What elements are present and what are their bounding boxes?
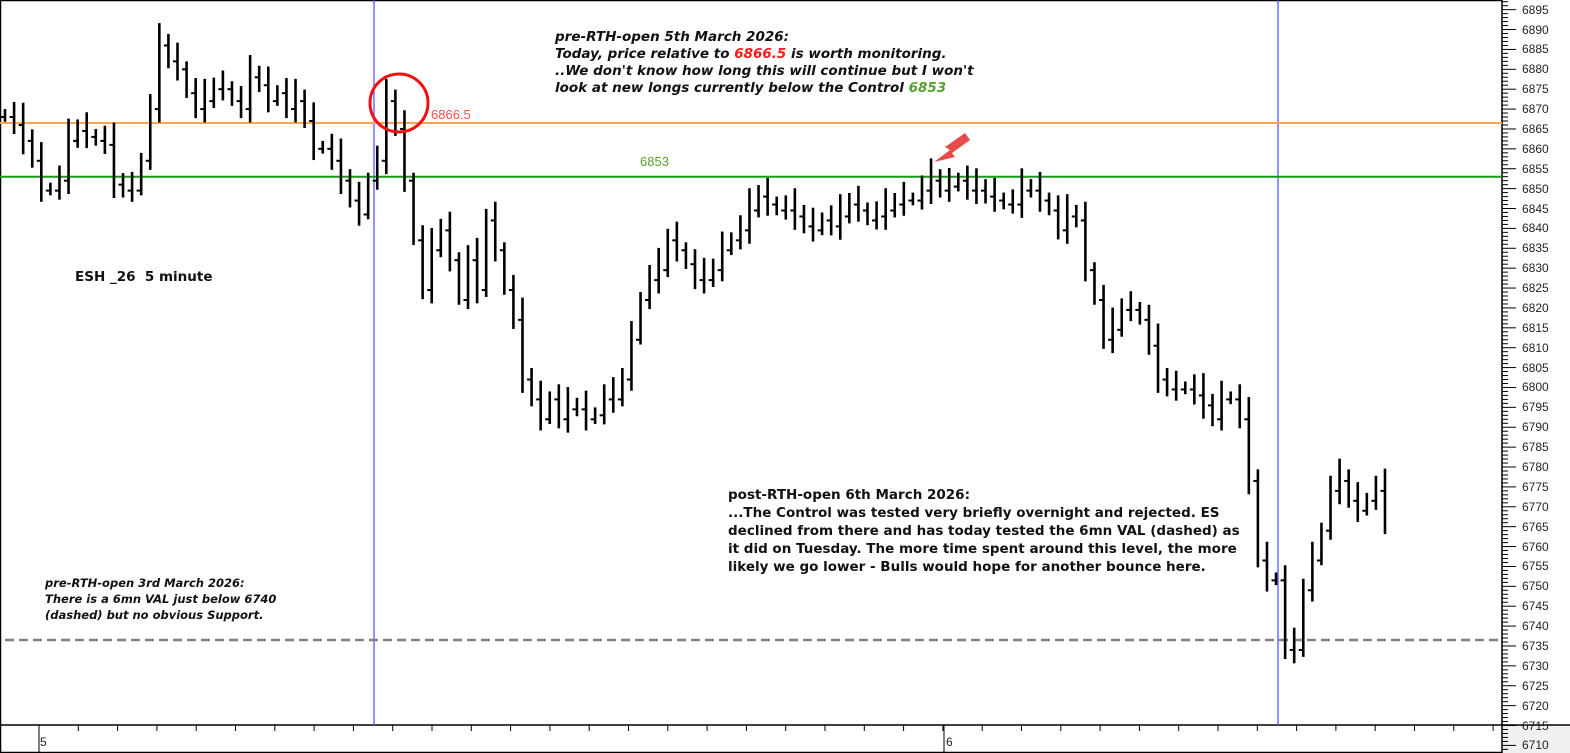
chart-markups [368,72,970,162]
y-tick-label: 6750 [1522,579,1549,594]
level-label-6853: 6853 [640,154,669,169]
y-tick-label: 6795 [1522,400,1549,415]
note-line: There is a 6mn VAL just below 6740 [45,592,277,606]
x-tick-label: 6 [946,735,953,749]
y-tick-label: 6745 [1522,599,1549,614]
chart-title: ESH _26 5 minute [75,269,213,285]
y-tick-label: 6830 [1522,261,1549,276]
y-tick-label: 6805 [1522,360,1549,375]
y-tick-label: 6825 [1522,281,1549,296]
y-tick-label: 6870 [1522,102,1549,117]
y-tick-label: 6885 [1522,42,1549,57]
y-tick-label: 6735 [1522,638,1549,653]
y-tick-label: 6845 [1522,201,1549,216]
y-tick-label: 6780 [1522,460,1549,474]
level-label-6866: 6866.5 [431,107,471,122]
note-line: it did on Tuesday. The more time spent a… [728,541,1237,557]
annotation-pre-rth-3rd: pre-RTH-open 3rd March 2026: There is a … [45,575,276,623]
y-tick-label: 6730 [1522,658,1549,673]
y-tick-label: 6815 [1522,320,1549,335]
note-line: ..We don't know how long this will conti… [555,63,974,79]
note-level-red: 6866.5 [734,46,787,62]
axis-corner [1502,725,1570,753]
y-tick-label: 6765 [1522,519,1549,534]
y-tick-label: 6770 [1522,499,1549,514]
y-tick-label: 6740 [1522,619,1549,634]
y-tick-label: 6880 [1522,62,1549,77]
arrow-icon [934,133,970,162]
note-line: post-RTH-open 6th March 2026: [728,487,970,503]
y-tick-label: 6835 [1522,241,1549,256]
y-tick-label: 6720 [1522,698,1549,713]
note-line: pre-RTH-open 3rd March 2026: [45,576,245,590]
note-line: declined from there and has today tested… [728,523,1240,539]
y-axis-panel [1502,0,1570,753]
y-tick-label: 6860 [1522,141,1549,156]
price-bars [0,23,1387,664]
note-line: is worth monitoring. [786,46,947,62]
annotation-post-rth-6th: post-RTH-open 6th March 2026: ...The Con… [728,486,1240,576]
y-tick-label: 6785 [1522,440,1549,455]
y-tick-label: 6755 [1522,559,1549,574]
y-tick-label: 6810 [1522,340,1549,355]
level-lines [0,122,1502,642]
y-tick-label: 6715 [1522,718,1549,733]
y-tick-label: 6840 [1522,221,1549,236]
y-tick-label: 6800 [1522,380,1549,395]
note-line: look at new longs currently below the Co… [555,80,909,96]
note-level-green: 6853 [908,80,947,96]
y-tick-label: 6760 [1522,539,1549,554]
y-tick-label: 6775 [1522,479,1549,494]
y-tick-label: 6710 [1522,738,1549,753]
note-line: Today, price relative to [555,46,735,62]
y-tick-label: 6855 [1522,161,1549,176]
note-line: ...The Control was tested very briefly o… [728,505,1220,521]
note-line: (dashed) but no obvious Support. [45,608,264,622]
y-tick-label: 6820 [1522,300,1549,315]
y-tick-label: 6865 [1522,121,1549,136]
y-tick-label: 6890 [1522,22,1549,37]
y-tick-label: 6725 [1522,678,1549,693]
y-tick-label: 6895 [1522,2,1549,17]
y-tick-label: 6875 [1522,82,1549,97]
highlight-circle [368,72,430,134]
x-tick-label: 5 [40,735,47,749]
annotation-pre-rth-5th: pre-RTH-open 5th March 2026: Today, pric… [555,29,974,97]
axis-ticks [38,1,1516,753]
note-line: pre-RTH-open 5th March 2026: [555,29,790,45]
y-tick-label: 6850 [1522,181,1549,196]
y-tick-label: 6790 [1522,420,1549,435]
note-line: likely we go lower - Bulls would hope fo… [728,559,1206,575]
